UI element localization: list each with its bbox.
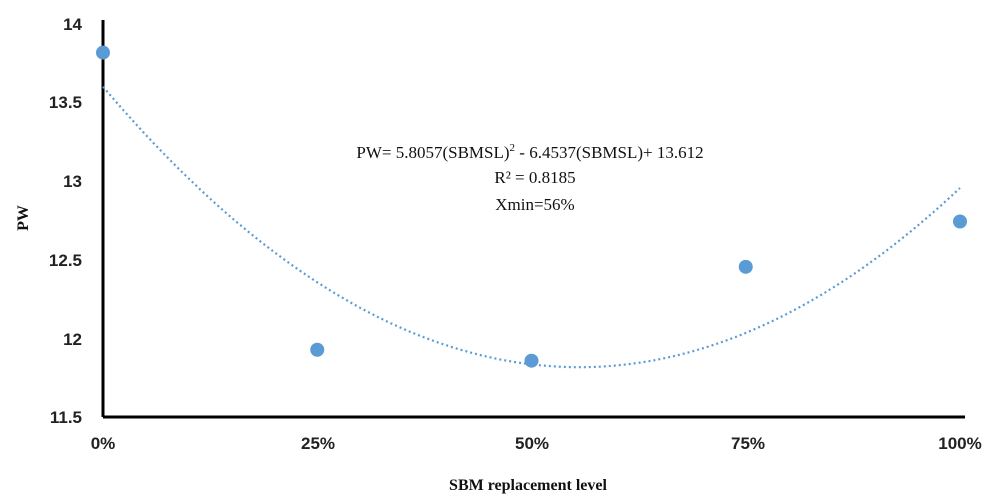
data-point: [738, 259, 753, 274]
x-tick-label: 0%: [91, 434, 116, 453]
y-tick-label: 12.5: [49, 251, 82, 270]
data-point: [96, 45, 110, 60]
data-point: [310, 342, 325, 357]
data-point: [953, 214, 967, 229]
equation-exponent: 2: [510, 142, 516, 154]
y-tick-label: 11.5: [50, 408, 82, 427]
trendline-equation: PW= 5.8057(SBMSL)2 - 6.4537(SBMSL)+ 13.6…: [356, 142, 703, 162]
y-tick-labels: 11.5 12 12.5 13 13.5 14: [49, 15, 83, 427]
y-tick-label: 12: [63, 330, 82, 349]
x-tick-label: 75%: [731, 434, 765, 453]
x-tick-label: 100%: [938, 434, 981, 453]
y-tick-label: 13: [63, 172, 82, 191]
x-tick-labels: 0% 25% 50% 75% 100%: [91, 434, 982, 453]
xmin-label: Xmin=56%: [495, 195, 574, 214]
y-tick-label: 14: [63, 15, 82, 34]
y-tick-label: 13.5: [49, 93, 82, 112]
r-squared-label: R² = 0.8185: [494, 168, 575, 187]
x-tick-label: 50%: [515, 434, 549, 453]
x-tick-label: 25%: [301, 434, 335, 453]
equation-suffix: - 6.4537(SBMSL)+ 13.612: [515, 143, 704, 162]
data-point: [524, 353, 539, 368]
x-axis-title: SBM replacement level: [449, 477, 607, 494]
y-axis-title: PW: [15, 205, 32, 231]
equation-prefix: PW= 5.8057(SBMSL): [356, 143, 509, 162]
trendline: [102, 85, 961, 369]
data-points: [96, 45, 967, 368]
